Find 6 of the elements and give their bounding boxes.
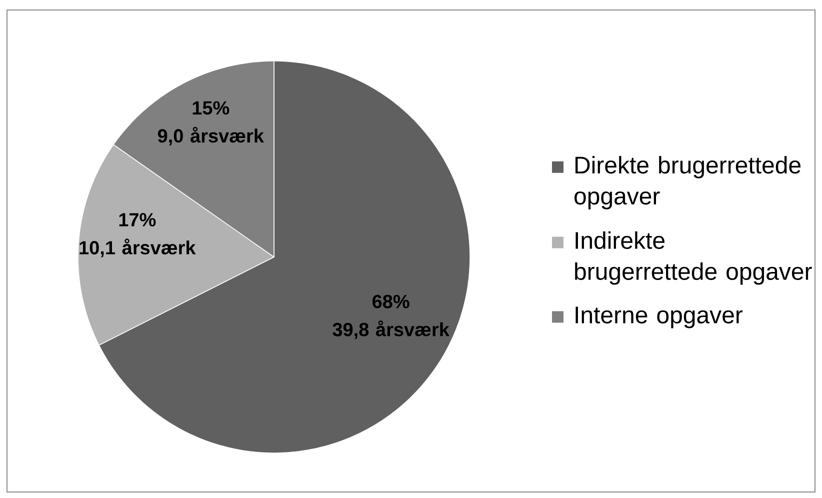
data-label: 17% 10,1 årsværk bbox=[80, 213, 196, 258]
data-label: 68% 39,8 årsværk bbox=[332, 294, 450, 340]
legend-label: Indirekte brugerrettede opgaver bbox=[575, 231, 812, 285]
legend-label: Interne opgaver bbox=[576, 306, 743, 328]
legend-label: Direkte brugerrettede opgaver bbox=[574, 156, 801, 210]
data-label: 15% 9,0 årsværk bbox=[158, 101, 264, 146]
